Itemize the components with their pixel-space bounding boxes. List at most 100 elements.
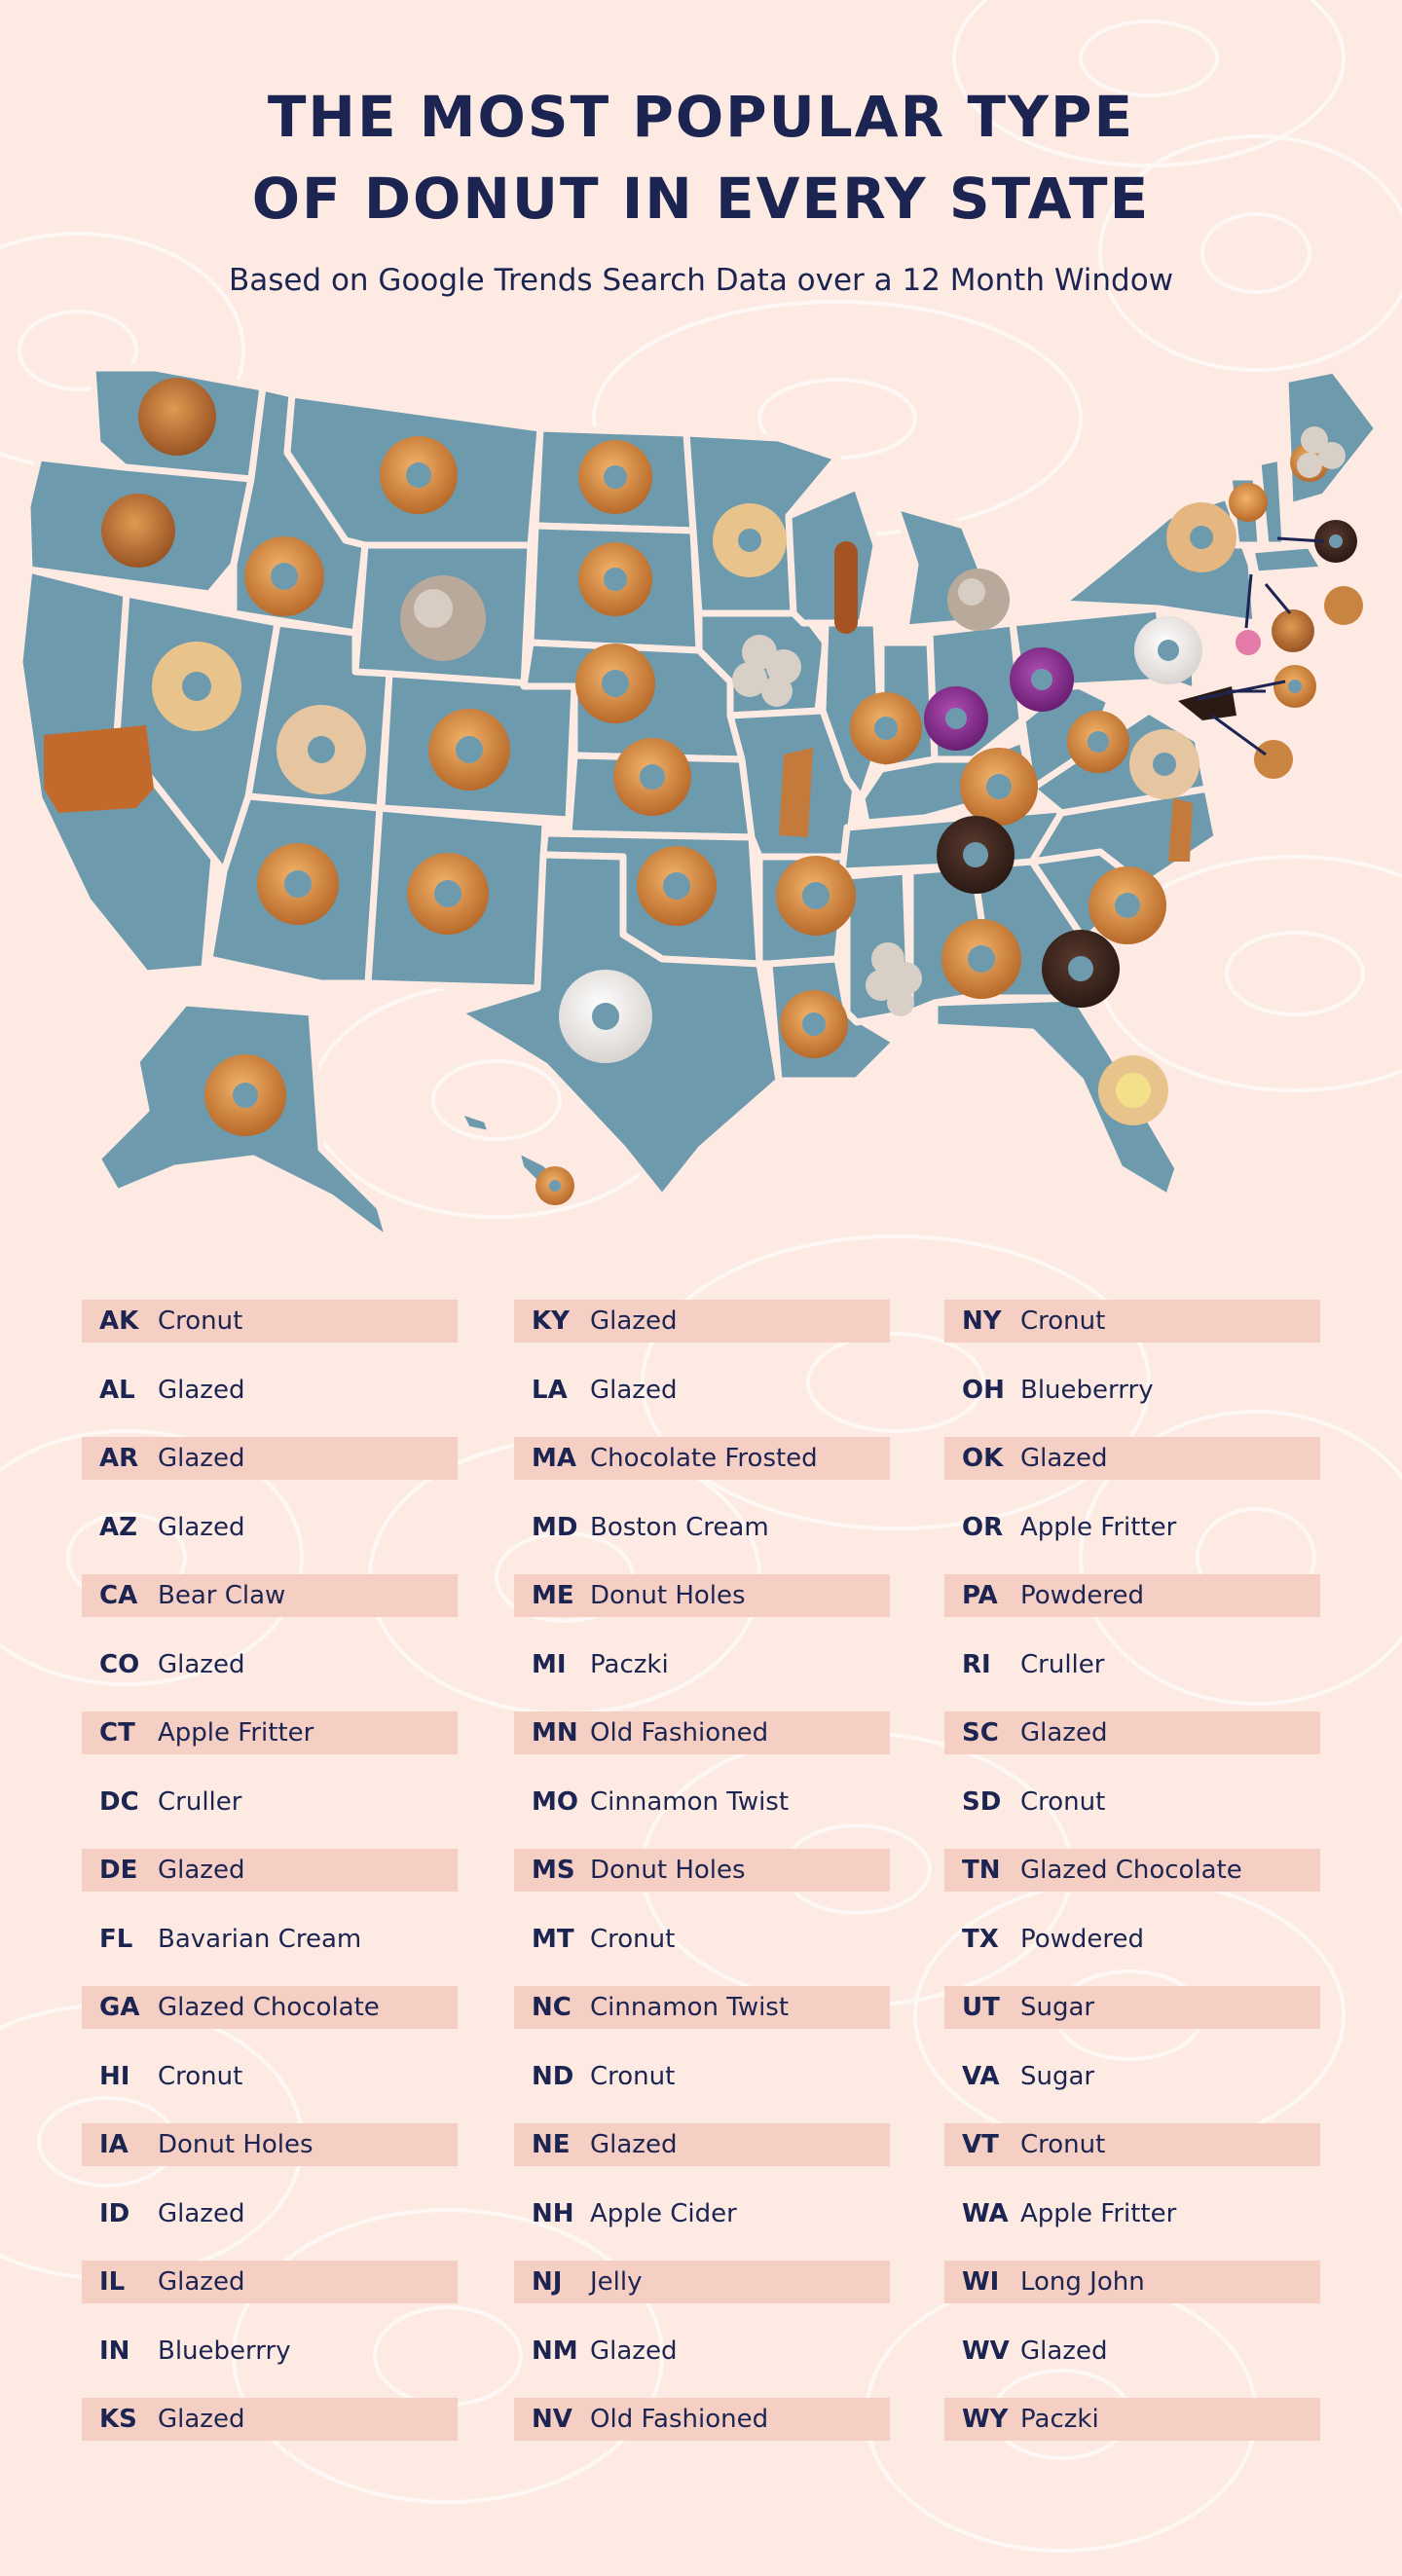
state-abbreviation: CO: [99, 1649, 140, 1679]
donut-type: Cronut: [1020, 2130, 1106, 2159]
donut-type: Long John: [1020, 2267, 1145, 2297]
long-john-icon: [834, 541, 858, 634]
table-row: MN Old Fashioned: [514, 1711, 890, 1754]
state-abbreviation: VA: [962, 2061, 1000, 2091]
donut-type: Cronut: [1020, 1306, 1106, 1336]
donut-type: Glazed: [158, 1375, 245, 1405]
blueberry-donut-icon: [924, 647, 1074, 751]
state-abbreviation: NY: [962, 1306, 1002, 1336]
donut-holes-icon: [732, 426, 1346, 1016]
state-abbreviation: AZ: [99, 1512, 137, 1542]
table-row: TX Powdered: [944, 1918, 1320, 1961]
donut-type: Apple Fritter: [158, 1718, 314, 1748]
table-row: OR Apple Fritter: [944, 1506, 1320, 1549]
state-abbreviation: ME: [532, 1581, 574, 1610]
table-row: NC Cinnamon Twist: [514, 1986, 890, 2029]
table-column-1: AK Cronut AL Glazed AR Glazed AZ Glazed CA Bear C…: [82, 1300, 458, 2467]
state-abbreviation: RI: [962, 1649, 991, 1679]
bavarian-cream-icon: [1098, 1055, 1168, 1125]
donut-type: Boston Cream: [590, 1512, 769, 1542]
state-abbreviation: CA: [99, 1581, 138, 1610]
table-row: WI Long John: [944, 2261, 1320, 2303]
state-abbreviation: ND: [532, 2061, 574, 2091]
donut-type: Glazed: [1020, 1444, 1108, 1473]
table-row: SC Glazed: [944, 1711, 1320, 1754]
donut-type: Donut Holes: [158, 2130, 314, 2159]
donut-type: Powdered: [1020, 1581, 1145, 1610]
state-abbreviation: KS: [99, 2405, 137, 2434]
state-abbreviation: DE: [99, 1856, 138, 1885]
state-abbreviation: HI: [99, 2061, 130, 2091]
powdered-donut-icon: [559, 616, 1202, 1063]
donut-type: Jelly: [590, 2267, 643, 2297]
table-row: PA Powdered: [944, 1574, 1320, 1617]
page-title: THE MOST POPULAR TYPE OF DONUT IN EVERY …: [0, 76, 1402, 239]
table-row: NH Apple Cider: [514, 2192, 890, 2235]
table-row: NV Old Fashioned: [514, 2398, 890, 2441]
state-abbreviation: GA: [99, 1993, 140, 2022]
state-abbreviation: UT: [962, 1993, 1000, 2022]
donut-type: Cronut: [590, 2061, 676, 2091]
state-abbreviation: AK: [99, 1306, 139, 1336]
donut-type: Glazed: [1020, 2336, 1108, 2366]
donut-type: Blueberrry: [1020, 1375, 1154, 1405]
state-abbreviation: IA: [99, 2130, 129, 2159]
state-abbreviation: IL: [99, 2267, 126, 2297]
donut-type: Cronut: [158, 1306, 243, 1336]
jelly-donut-icon: [1236, 630, 1261, 655]
state-abbreviation: LA: [532, 1375, 568, 1405]
state-abbreviation: WA: [962, 2198, 1009, 2228]
table-row: WY Paczki: [944, 2398, 1320, 2441]
chocolate-donut-icon: [937, 520, 1357, 1008]
state-abbreviation: TN: [962, 1856, 1001, 1885]
sugar-donut-icon: [152, 502, 1236, 799]
state-abbreviation: MS: [532, 1856, 575, 1885]
table-row: KY Glazed: [514, 1300, 890, 1343]
table-row: CO Glazed: [82, 1643, 458, 1686]
donut-type: Paczki: [1020, 2405, 1099, 2434]
table-row: CA Bear Claw: [82, 1574, 458, 1617]
donut-type: Bear Claw: [158, 1581, 286, 1610]
table-row: VA Sugar: [944, 2055, 1320, 2098]
table-row: GA Glazed Chocolate: [82, 1986, 458, 2029]
table-row: IN Blueberrry: [82, 2330, 458, 2373]
donut-type: Glazed: [158, 2267, 245, 2297]
table-row: MD Boston Cream: [514, 1506, 890, 1549]
state-abbreviation: OH: [962, 1375, 1005, 1405]
state-abbreviation: ID: [99, 2198, 130, 2228]
state-abbreviation: NH: [532, 2198, 574, 2228]
state-abbreviation: WV: [962, 2336, 1010, 2366]
donut-images: [44, 378, 1363, 1205]
state-abbreviation: NJ: [532, 2267, 563, 2297]
state-abbreviation: MN: [532, 1718, 578, 1748]
donut-type: Blueberrry: [158, 2336, 291, 2366]
state-abbreviation: DC: [99, 1786, 139, 1817]
state-abbreviation: NC: [532, 1993, 572, 2022]
donut-type: Sugar: [1020, 2061, 1095, 2091]
table-row: IL Glazed: [82, 2261, 458, 2303]
donut-type: Glazed: [158, 1856, 245, 1885]
table-row: FL Bavarian Cream: [82, 1918, 458, 1961]
table-row: DE Glazed: [82, 1849, 458, 1892]
table-row: ND Cronut: [514, 2055, 890, 2098]
table-row: AR Glazed: [82, 1437, 458, 1480]
table-row: ME Donut Holes: [514, 1574, 890, 1617]
donut-type: Paczki: [590, 1649, 669, 1679]
state-abbreviation: FL: [99, 1924, 133, 1954]
donut-type: Powdered: [1020, 1924, 1145, 1954]
donut-type: Cinnamon Twist: [590, 1786, 790, 1817]
donut-type: Glazed: [158, 1512, 245, 1542]
table-row: DC Cruller: [82, 1781, 458, 1823]
table-row: SD Cronut: [944, 1781, 1320, 1823]
donut-type: Old Fashioned: [590, 1718, 769, 1748]
table-column-3: NY Cronut OH Blueberrry OK Glazed OR Apple Frit…: [944, 1300, 1320, 2467]
state-me: [1281, 366, 1382, 510]
state-abbreviation: OR: [962, 1512, 1004, 1542]
donut-type: Glazed: [590, 1306, 678, 1336]
title-line-1: THE MOST POPULAR TYPE: [267, 84, 1135, 150]
paczki-icon: [400, 569, 1010, 661]
state-abbreviation: WI: [962, 2267, 1000, 2297]
table-row: MA Chocolate Frosted: [514, 1437, 890, 1480]
table-row: AZ Glazed: [82, 1506, 458, 1549]
table-row: CT Apple Fritter: [82, 1711, 458, 1754]
